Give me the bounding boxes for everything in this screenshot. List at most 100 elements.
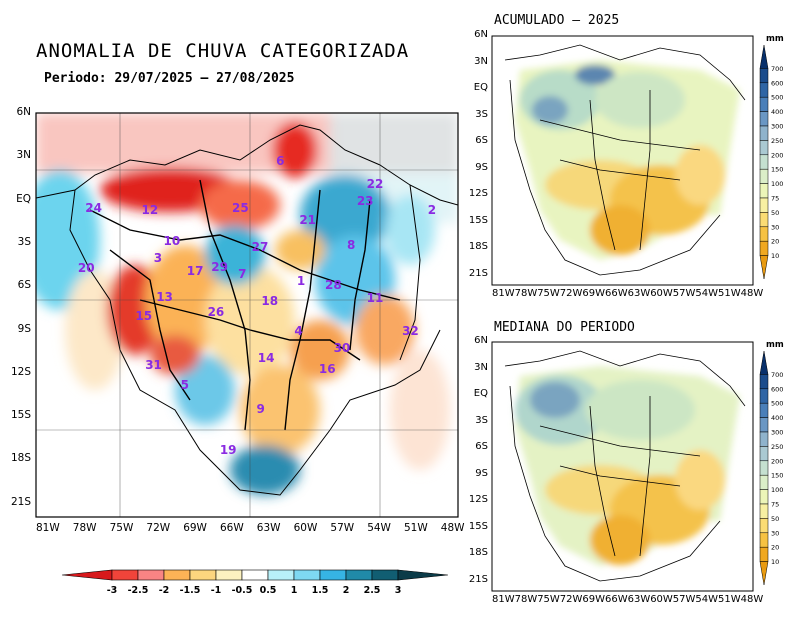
lon-tick-label: 69W bbox=[582, 288, 606, 299]
basin-label: 9 bbox=[256, 401, 265, 416]
colorbar-tick-label: -1 bbox=[211, 585, 222, 596]
colorbar-segment bbox=[759, 431, 769, 447]
colorbar-segment bbox=[759, 197, 769, 213]
lon-tick-label: 72W bbox=[146, 522, 171, 534]
colorbar-tick-label: 600 bbox=[771, 385, 783, 393]
lat-tick-label: 6N bbox=[16, 106, 31, 118]
anomaly-colorbar: -3 -2.5 -2 -1.5 -1 -0.5 0.5 1 1.5 2 2.5 3 bbox=[61, 569, 449, 596]
lon-tick-label: 54W bbox=[695, 288, 719, 299]
colorbar-segment bbox=[371, 569, 399, 581]
basin-label: 26 bbox=[207, 305, 225, 320]
lon-tick-label: 60W bbox=[650, 594, 673, 605]
lon-tick-label: 54W bbox=[367, 522, 391, 534]
lat-tick-label: 15S bbox=[468, 520, 488, 532]
lon-tick-label: 72W bbox=[559, 288, 583, 299]
lat-tick-label: 18S bbox=[468, 241, 488, 252]
colorbar-segment bbox=[759, 350, 769, 375]
basin-label: 20 bbox=[77, 261, 95, 276]
lon-tick-label: 75W bbox=[109, 522, 134, 534]
lat-tick-label: 18S bbox=[468, 547, 488, 558]
lat-tick-label: 3S bbox=[475, 108, 488, 120]
basin-label: 15 bbox=[135, 309, 153, 324]
colorbar-tick-label: 500 bbox=[771, 400, 783, 408]
colorbar-segment bbox=[759, 240, 769, 256]
lon-tick-label: 63W bbox=[627, 594, 651, 605]
colorbar-segment bbox=[345, 569, 373, 581]
lon-tick-label: 57W bbox=[672, 594, 696, 605]
basin-label: 10 bbox=[163, 234, 181, 249]
basin-label: 19 bbox=[219, 443, 237, 458]
colorbar-tick-label: 50 bbox=[771, 515, 779, 523]
lat-tick-label: 3N bbox=[474, 55, 488, 67]
accumulated-colorbar: mm 700 600 500 400 300 250 200 150 100 75 50 30 20 10 bbox=[759, 34, 784, 280]
basin-label: 32 bbox=[402, 323, 419, 338]
colorbar-segment bbox=[189, 569, 217, 581]
colorbar-segment bbox=[759, 226, 769, 242]
accumulated-precip-map bbox=[492, 36, 753, 285]
lon-tick-label: 57W bbox=[672, 288, 696, 299]
colorbar-segment bbox=[759, 460, 769, 476]
lat-tick-label: 18S bbox=[10, 452, 31, 465]
colorbar-tick-label: 250 bbox=[771, 443, 783, 451]
colorbar-segment bbox=[319, 569, 347, 581]
colorbar-tick-label: 0.5 bbox=[260, 585, 277, 596]
lat-tick-label: 6N bbox=[474, 29, 488, 40]
colorbar-tick-label: 150 bbox=[771, 472, 783, 480]
colorbar-segment bbox=[397, 569, 449, 581]
lat-tick-label: 21S bbox=[468, 267, 488, 279]
lat-tick-label: 9S bbox=[17, 322, 31, 335]
basin-label: 30 bbox=[333, 340, 351, 355]
lat-tick-label: 6N bbox=[474, 335, 488, 346]
lat-tick-label: 21S bbox=[10, 495, 31, 508]
colorbar-tick-label: 20 bbox=[771, 238, 779, 246]
colorbar-segment bbox=[215, 569, 243, 581]
colorbar-tick-label: 200 bbox=[771, 151, 783, 159]
lon-tick-label: 81W bbox=[492, 288, 515, 299]
basin-label: 2 bbox=[427, 202, 437, 217]
colorbar-tick-label: 30 bbox=[771, 223, 779, 231]
basin-label: 8 bbox=[347, 238, 356, 253]
colorbar-segment bbox=[267, 569, 295, 581]
colorbar-tick-label: 75 bbox=[771, 195, 779, 203]
colorbar-segment bbox=[241, 569, 269, 581]
colorbar-segment bbox=[759, 82, 769, 98]
period-label: Periodo: 29/07/2025 – 27/08/2025 bbox=[44, 71, 295, 86]
lon-tick-label: 48W bbox=[440, 522, 465, 534]
colorbar-tick-label: 100 bbox=[771, 486, 783, 494]
colorbar-segment bbox=[759, 546, 769, 562]
lat-tick-label: 3N bbox=[16, 149, 31, 162]
lon-tick-label: 72W bbox=[559, 594, 583, 605]
lon-tick-label: 51W bbox=[718, 594, 741, 605]
lat-tick-label: 21S bbox=[468, 573, 488, 585]
colorbar-tick-label: 50 bbox=[771, 209, 779, 217]
lon-tick-label: 78W bbox=[72, 522, 97, 534]
lon-tick-label: 54W bbox=[695, 594, 719, 605]
lon-tick-label: 69W bbox=[582, 594, 606, 605]
lat-tick-label: 6S bbox=[475, 135, 488, 146]
colorbar-tick-label: 500 bbox=[771, 94, 783, 102]
basin-label: 1 bbox=[296, 273, 306, 288]
basin-label: 22 bbox=[366, 177, 384, 192]
lon-tick-label: 60W bbox=[293, 522, 318, 534]
colorbar-tick-label: 600 bbox=[771, 79, 783, 87]
colorbar-segment bbox=[759, 503, 769, 519]
colorbar-segment bbox=[759, 374, 769, 390]
colorbar-segment bbox=[759, 44, 769, 69]
colorbar-segment bbox=[293, 569, 321, 581]
basin-label: 17 bbox=[186, 263, 204, 278]
colorbar-unit-label: mm bbox=[766, 340, 784, 350]
lon-tick-label: 60W bbox=[650, 288, 673, 299]
colorbar-tick-label: -0.5 bbox=[232, 585, 253, 596]
colorbar-tick-label: 200 bbox=[771, 457, 783, 465]
median-colorbar: mm 700 600 500 400 300 250 200 150 100 75 50 30 20 10 bbox=[759, 340, 784, 586]
lat-tick-label: 6S bbox=[17, 279, 31, 292]
basin-label: 13 bbox=[156, 289, 173, 304]
colorbar-segment bbox=[759, 68, 769, 84]
basin-label: 5 bbox=[180, 377, 190, 392]
colorbar-tick-label: 2 bbox=[343, 585, 350, 596]
basin-label: 6 bbox=[276, 154, 285, 169]
basin-label: 21 bbox=[299, 212, 317, 227]
colorbar-tick-label: -3 bbox=[107, 585, 118, 596]
colorbar-segment bbox=[137, 569, 165, 581]
colorbar-segment bbox=[759, 255, 769, 280]
